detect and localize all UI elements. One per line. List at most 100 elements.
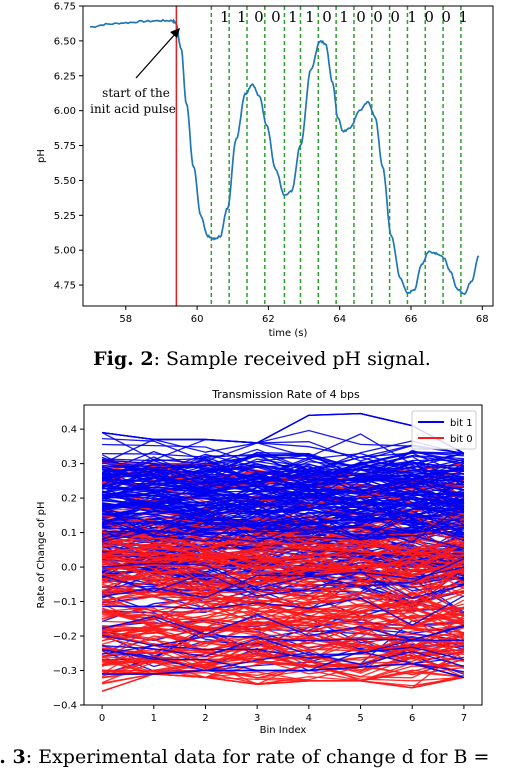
bit1-line xyxy=(101,477,464,518)
bit0-line xyxy=(102,534,465,573)
annotation-line-1: start of the xyxy=(102,86,170,100)
ph-signal-line xyxy=(90,18,480,296)
rate-x-ticks: 0 1 2 3 4 5 6 7 xyxy=(99,705,467,724)
annotation-arrow xyxy=(135,28,180,79)
bit1-line xyxy=(102,452,464,485)
ph-y-tick: 5.75 xyxy=(54,141,76,152)
ph-y-tick: 5.00 xyxy=(54,246,76,257)
bit1-line xyxy=(102,562,465,599)
bit1-line xyxy=(101,479,464,508)
bit1-line xyxy=(101,452,465,477)
bit0-line xyxy=(102,634,464,661)
ph-y-tick: 6.50 xyxy=(54,36,76,47)
bit1-line xyxy=(102,495,464,529)
rate-of-change-chart: Transmission Rate of 4 bps 0 1 2 3 4 5 6 7 −0.4… xyxy=(36,388,483,736)
bit0-line xyxy=(102,558,465,581)
ph-x-tick-64: 64 xyxy=(333,314,346,325)
ph-x-tick-58: 58 xyxy=(119,314,132,325)
rate-y-tick: 0.4 xyxy=(61,425,77,436)
bit1-upper-envelope xyxy=(102,412,465,454)
rate-y-tick: 0.1 xyxy=(61,528,77,539)
ph-x-ticks: 58 60 62 64 66 68 xyxy=(119,306,489,325)
bit1-line xyxy=(102,649,465,672)
ph-y-tick: 6.00 xyxy=(54,106,76,117)
rate-y-tick: −0.1 xyxy=(53,597,77,608)
legend-label-bit0: bit 0 xyxy=(450,434,473,445)
rate-x-tick-5: 5 xyxy=(357,713,363,724)
ph-x-tick-66: 66 xyxy=(405,314,418,325)
bit0-line xyxy=(102,543,465,579)
bit0-line xyxy=(102,660,465,687)
ph-x-tick-62: 62 xyxy=(262,314,275,325)
rate-x-tick-7: 7 xyxy=(461,713,467,724)
bit0-line xyxy=(102,585,465,610)
bit1-line xyxy=(102,453,464,483)
bit0-line xyxy=(101,603,464,632)
rate-y-tick: 0.3 xyxy=(61,459,77,470)
bit1-line xyxy=(101,482,464,511)
ph-y-tick: 5.25 xyxy=(54,211,76,222)
bit0-line xyxy=(101,631,465,653)
bit0-line xyxy=(101,600,465,626)
bit1-line xyxy=(101,624,465,656)
rate-legend: bit 1 bit 0 xyxy=(411,410,477,450)
bit1-line xyxy=(102,431,465,459)
bit0-line xyxy=(102,531,465,557)
bit1-line xyxy=(102,497,464,516)
ph-x-axis-label: time (s) xyxy=(269,328,308,339)
bin-rate-lines xyxy=(101,412,465,692)
bit0-line xyxy=(101,595,464,618)
bit1-line xyxy=(101,451,465,480)
rate-y-tick: 0.0 xyxy=(61,563,77,574)
bit0-line xyxy=(101,507,465,550)
bit1-line xyxy=(102,638,464,657)
bit-sequence-label: 1 1 0 0 1 1 0 1 0 0 0 1 0 0 1 xyxy=(220,8,468,26)
bit1-line xyxy=(102,515,464,537)
bit1-line xyxy=(102,595,465,626)
bit1-line xyxy=(101,429,464,461)
rate-x-tick-1: 1 xyxy=(151,713,157,724)
bit0-line xyxy=(101,541,465,559)
bit1-line xyxy=(102,437,464,462)
rate-y-tick: −0.2 xyxy=(53,632,77,643)
legend-label-bit1: bit 1 xyxy=(450,418,473,429)
ph-y-tick: 6.75 xyxy=(54,2,76,13)
figure-2-caption: Fig. 2: Sample received pH signal. xyxy=(93,348,431,370)
bit0-line xyxy=(102,664,464,682)
ph-y-ticks: 4.75 5.00 5.25 5.50 5.75 6.00 6.25 6.50 6.75 xyxy=(54,2,83,292)
bit1-line xyxy=(101,513,465,543)
bit1-line xyxy=(101,502,465,534)
ph-signal-chart: 58 60 62 64 66 68 4.75 5.00 5.25 5.50 5.75 6.00 6.2… xyxy=(36,2,494,339)
rate-chart-title: Transmission Rate of 4 bps xyxy=(211,388,360,401)
rate-y-axis-label: Rate of Change of pH xyxy=(36,501,47,608)
bit0-line xyxy=(102,592,465,629)
bit0-line xyxy=(101,552,465,583)
bit1-line xyxy=(101,558,465,599)
rate-x-tick-3: 3 xyxy=(254,713,260,724)
rate-x-axis-label: Bin Index xyxy=(260,725,307,736)
figure-3-caption: g. 3: Experimental data for rate of chan… xyxy=(0,746,490,768)
rate-x-tick-2: 2 xyxy=(202,713,208,724)
bit1-line xyxy=(101,456,464,483)
ph-x-tick-60: 60 xyxy=(191,314,204,325)
rate-plot-frame xyxy=(83,404,483,706)
bit1-line xyxy=(102,469,464,494)
rate-y-tick: −0.3 xyxy=(53,666,77,677)
rate-y-tick: −0.4 xyxy=(53,701,77,712)
ph-y-tick: 5.50 xyxy=(54,176,76,187)
annotation-line-2: init acid pulse xyxy=(90,102,176,116)
ph-y-axis-label: pH xyxy=(36,149,47,163)
bit-boundary-lines xyxy=(210,6,462,306)
bit0-line xyxy=(101,627,464,656)
bit0-line xyxy=(101,615,465,653)
rate-y-ticks: −0.4 −0.3 −0.2 −0.1 0.0 0.1 0.2 0.3 0.4 xyxy=(53,425,84,712)
bit1-line xyxy=(101,504,465,543)
bit1-upper-envelope xyxy=(102,412,465,454)
ph-y-tick: 4.75 xyxy=(54,281,76,292)
rate-y-tick: 0.2 xyxy=(61,494,77,505)
ph-plot-frame xyxy=(82,5,494,307)
ph-y-tick: 6.25 xyxy=(54,71,76,82)
bit1-line xyxy=(101,463,464,493)
bit1-line xyxy=(102,501,465,538)
